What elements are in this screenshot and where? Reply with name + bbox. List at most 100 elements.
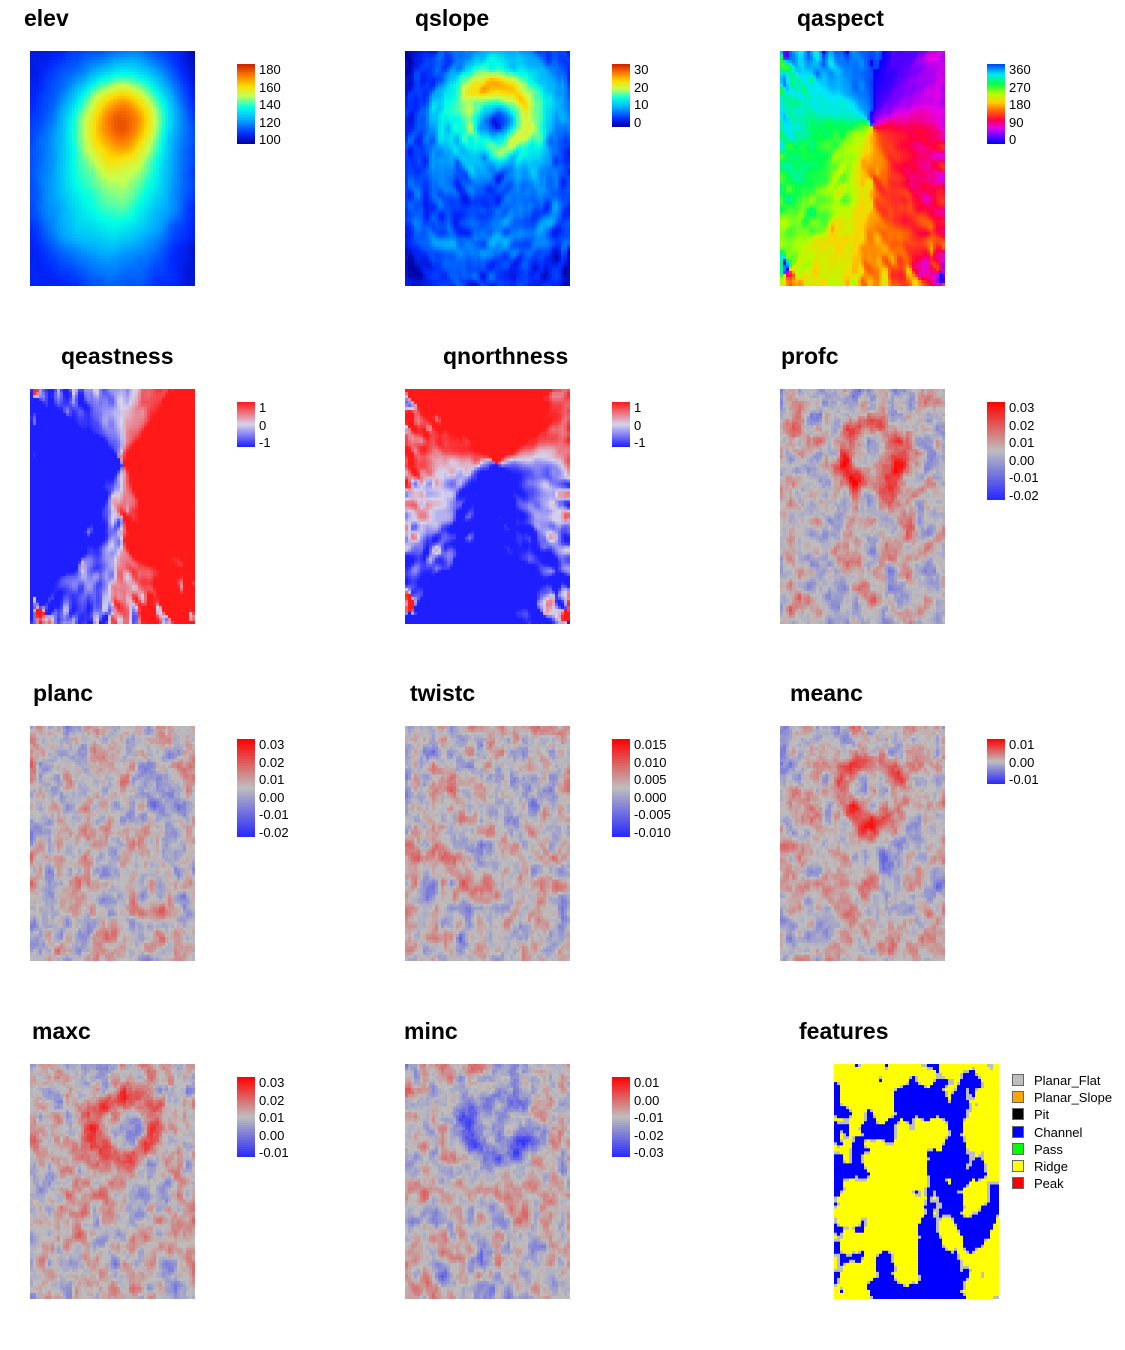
- panel-title: elev: [24, 5, 69, 32]
- legend-item: Peak: [1012, 1177, 1064, 1190]
- panel-title: planc: [33, 680, 93, 707]
- panel-title: qnorthness: [443, 343, 568, 370]
- colorbar-tick-label: -0.01: [259, 1146, 289, 1159]
- colorbar-tick-label: -0.01: [634, 1111, 664, 1124]
- colorbar: [987, 739, 1005, 784]
- colorbar-tick-label: 0.000: [634, 791, 667, 804]
- colorbar-tick-label: -0.03: [634, 1146, 664, 1159]
- colorbar-tick-label: 30: [634, 63, 648, 76]
- legend-label: Pass: [1034, 1142, 1063, 1157]
- colorbar-tick-label: 0: [634, 419, 641, 432]
- legend-label: Planar_Flat: [1034, 1073, 1100, 1088]
- colorbar-tick-label: 0.00: [1009, 454, 1034, 467]
- colorbar-tick-label: 0.00: [634, 1094, 659, 1107]
- legend-item: Channel: [1012, 1125, 1082, 1140]
- raster-map: [405, 389, 570, 624]
- colorbar-tick-label: 20: [634, 81, 648, 94]
- colorbar-tick-label: -0.010: [634, 826, 671, 839]
- colorbar-tick-label: -0.01: [1009, 773, 1039, 786]
- colorbar-tick-label: -0.02: [1009, 489, 1039, 502]
- legend-swatch: [1012, 1074, 1024, 1086]
- colorbar: [612, 1077, 630, 1157]
- legend-label: Peak: [1034, 1176, 1064, 1191]
- colorbar-tick-label: 0.03: [1009, 401, 1034, 414]
- legend-swatch: [1012, 1108, 1024, 1121]
- colorbar-tick-label: 0.01: [1009, 436, 1034, 449]
- raster-map: [405, 51, 570, 286]
- panel-title: qaspect: [797, 5, 884, 32]
- raster-map: [780, 51, 945, 286]
- colorbar-tick-label: 180: [1009, 98, 1031, 111]
- raster-map: [30, 389, 195, 624]
- colorbar-tick-label: -0.005: [634, 808, 671, 821]
- legend-label: Ridge: [1034, 1159, 1068, 1174]
- colorbar: [237, 1077, 255, 1157]
- colorbar-tick-label: 0.00: [259, 1129, 284, 1142]
- panel-title: twistc: [410, 680, 475, 707]
- colorbar-tick-label: -0.01: [1009, 471, 1039, 484]
- colorbar-tick-label: 0.01: [1009, 738, 1034, 751]
- colorbar: [612, 402, 630, 447]
- legend-item: Planar_Flat: [1012, 1074, 1100, 1087]
- legend-item: Ridge: [1012, 1160, 1068, 1173]
- colorbar-tick-label: 100: [259, 133, 281, 146]
- colorbar: [987, 402, 1005, 500]
- colorbar-tick-label: 0: [1009, 133, 1016, 146]
- legend-swatch: [1012, 1177, 1024, 1190]
- colorbar-tick-label: 0: [259, 419, 266, 432]
- legend-swatch: [1012, 1091, 1024, 1104]
- colorbar-tick-label: 0.01: [259, 1111, 284, 1124]
- colorbar-tick-label: -1: [259, 436, 271, 449]
- colorbar-tick-label: 0.01: [259, 773, 284, 786]
- colorbar-tick-label: 0.03: [259, 738, 284, 751]
- legend-item: Planar_Slope: [1012, 1091, 1112, 1104]
- panel-title: meanc: [790, 680, 863, 707]
- colorbar: [612, 64, 630, 127]
- raster-map: [405, 726, 570, 961]
- legend-label: Planar_Slope: [1034, 1090, 1112, 1105]
- colorbar-tick-label: 10: [634, 98, 648, 111]
- raster-map: [30, 51, 195, 286]
- colorbar-tick-label: 0: [634, 116, 641, 129]
- colorbar-tick-label: -0.02: [634, 1129, 664, 1142]
- colorbar-tick-label: 0.03: [259, 1076, 284, 1089]
- raster-map: [30, 1064, 195, 1299]
- colorbar-tick-label: 0.01: [634, 1076, 659, 1089]
- colorbar-tick-label: -0.02: [259, 826, 289, 839]
- legend-item: Pass: [1012, 1142, 1063, 1157]
- colorbar-tick-label: 0.010: [634, 756, 667, 769]
- raster-map: [834, 1064, 999, 1299]
- panel-title: profc: [781, 343, 839, 370]
- colorbar: [237, 739, 255, 837]
- raster-map: [405, 1064, 570, 1299]
- colorbar-tick-label: 0.005: [634, 773, 667, 786]
- colorbar-tick-label: 0.00: [259, 791, 284, 804]
- colorbar-tick-label: 0.015: [634, 738, 667, 751]
- raster-map: [780, 726, 945, 961]
- panel-title: maxc: [32, 1018, 91, 1045]
- colorbar-tick-label: 0.02: [259, 1094, 284, 1107]
- colorbar-tick-label: -1: [634, 436, 646, 449]
- legend-label: Channel: [1034, 1125, 1082, 1140]
- colorbar: [237, 64, 255, 144]
- panel-title: features: [799, 1018, 888, 1045]
- panel-title: minc: [404, 1018, 458, 1045]
- colorbar: [612, 739, 630, 837]
- colorbar-tick-label: 0.00: [1009, 756, 1034, 769]
- colorbar-tick-label: 360: [1009, 63, 1031, 76]
- legend-swatch: [1012, 1160, 1024, 1172]
- colorbar: [237, 402, 255, 447]
- panel-title: qeastness: [61, 343, 174, 370]
- raster-map: [780, 389, 945, 624]
- colorbar-tick-label: 0.02: [259, 756, 284, 769]
- colorbar-tick-label: -0.01: [259, 808, 289, 821]
- colorbar-tick-label: 90: [1009, 116, 1023, 129]
- legend-label: Pit: [1034, 1107, 1049, 1122]
- panel-title: qslope: [415, 5, 489, 32]
- legend-swatch: [1012, 1142, 1024, 1155]
- colorbar: [987, 64, 1005, 144]
- raster-map: [30, 726, 195, 961]
- colorbar-tick-label: 1: [259, 401, 266, 414]
- legend-swatch: [1012, 1125, 1024, 1138]
- colorbar-tick-label: 180: [259, 63, 281, 76]
